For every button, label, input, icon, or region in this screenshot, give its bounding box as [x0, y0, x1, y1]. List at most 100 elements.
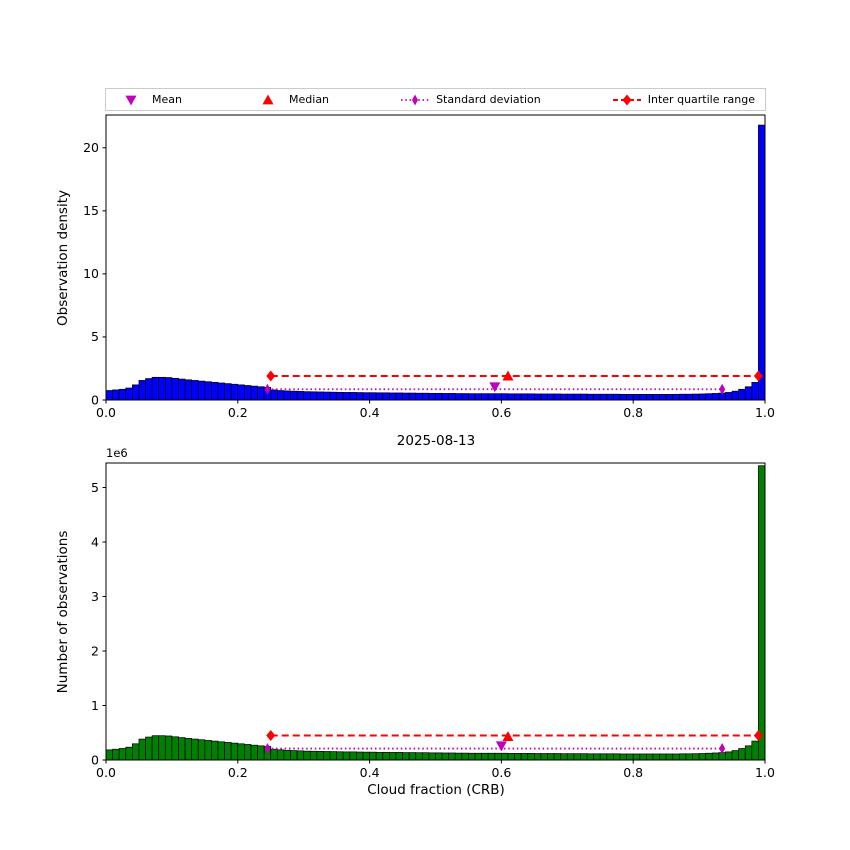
legend-item-standard-deviation: Standard deviation — [400, 93, 541, 107]
subplot-0: 0.0 0.2 0.4 0.6 0.8 1.0 0 5 10 15 20 — [83, 114, 775, 420]
histogram-bar — [395, 752, 403, 761]
y-tick-label: 10 — [83, 266, 99, 281]
median-marker — [502, 370, 514, 381]
x-tick-label: 1.0 — [755, 405, 775, 420]
histogram-bar — [362, 751, 370, 761]
histogram-bar — [125, 387, 133, 401]
histogram-bar — [316, 391, 324, 401]
histogram-bar — [290, 390, 298, 401]
histogram-bar — [244, 385, 252, 401]
std-start-marker — [264, 383, 271, 395]
x-tick-label: 0.2 — [228, 765, 248, 780]
histogram-bar — [632, 753, 641, 761]
histogram-bar — [474, 393, 482, 401]
histogram-bar — [705, 752, 713, 761]
histogram-bar — [171, 377, 179, 401]
histogram-bar — [105, 390, 113, 401]
histogram-bar — [323, 391, 331, 401]
histogram-bar — [151, 376, 160, 401]
histogram-bar — [415, 752, 423, 761]
histogram-bar — [501, 752, 509, 761]
histogram-bar — [487, 393, 496, 401]
std-end-marker — [719, 743, 726, 755]
histogram-bar — [211, 740, 219, 761]
histogram-bar — [646, 393, 654, 401]
histogram-bar — [408, 752, 417, 761]
histogram-bar — [296, 750, 305, 761]
iqr-start-marker — [266, 729, 276, 741]
histogram-bar — [501, 393, 509, 401]
histogram-bar — [606, 393, 614, 401]
histogram-bar — [197, 380, 206, 401]
histogram-bar — [151, 735, 160, 761]
histogram-bar — [270, 389, 278, 401]
histogram-bar — [356, 392, 364, 401]
y-axis-offset-text: 1e6 — [106, 446, 128, 460]
histogram-bar — [257, 745, 265, 761]
histogram-bar — [725, 392, 733, 401]
histogram-bar — [369, 751, 377, 761]
legend-item-inter-quartile-range: Inter quartile range — [612, 93, 755, 107]
histogram-bar — [290, 750, 298, 761]
histogram-bar — [237, 384, 245, 401]
iqr-end-marker — [753, 729, 763, 741]
histogram-bar — [639, 753, 647, 761]
histogram-bar — [632, 393, 641, 401]
histogram-bar — [389, 392, 397, 401]
x-tick-label: 0.6 — [491, 765, 511, 780]
histogram-bar — [118, 388, 127, 401]
histogram-bar — [283, 390, 291, 401]
histogram-bar — [316, 750, 324, 761]
mean-marker — [489, 382, 501, 393]
histogram-bar — [250, 744, 258, 761]
histogram-bar — [441, 752, 450, 761]
histogram-bar — [428, 392, 436, 401]
histogram-bar — [112, 748, 120, 761]
histogram-bar — [639, 393, 647, 401]
histogram-bar — [613, 393, 621, 401]
histogram-bar — [580, 393, 588, 401]
histogram-bar — [342, 392, 351, 401]
histogram-bar — [560, 753, 568, 761]
histogram-bar — [184, 738, 193, 761]
triangle-down-icon — [125, 95, 137, 105]
histogram-bar — [672, 393, 680, 401]
histogram-bar — [382, 392, 390, 401]
histogram-bar — [197, 739, 206, 761]
histogram-bar — [224, 742, 232, 761]
histogram-bar — [382, 751, 390, 761]
histogram-bar — [303, 391, 311, 401]
y-tick-label: 5 — [91, 329, 99, 344]
histogram-bar — [402, 752, 410, 761]
y-tick-label: 20 — [83, 140, 99, 155]
histogram-bar — [533, 753, 542, 761]
histogram-bar — [435, 752, 443, 761]
histogram-bar — [659, 393, 667, 401]
y-tick-label: 15 — [83, 203, 99, 218]
histogram-bar — [375, 751, 384, 761]
std-end-marker — [719, 383, 726, 395]
histogram-bar — [692, 393, 700, 401]
histogram-bar — [184, 379, 193, 401]
x-axis-label: Cloud fraction (CRB) — [367, 782, 505, 798]
histogram-bar — [527, 393, 535, 401]
y-tick-label: 1 — [91, 698, 99, 713]
histogram-bar — [547, 393, 555, 401]
histogram-bar — [533, 393, 542, 401]
histogram-bar — [342, 751, 351, 761]
histogram-bar — [237, 743, 245, 761]
histogram-bar — [751, 382, 759, 401]
histogram-bar — [257, 386, 265, 401]
histogram-bar — [408, 392, 417, 401]
histogram-bar — [744, 386, 753, 401]
x-tick-label: 1.0 — [755, 765, 775, 780]
histogram-bar — [138, 738, 146, 761]
histogram-bar — [698, 753, 707, 761]
histogram-bar — [468, 393, 476, 401]
histogram-bar — [448, 393, 456, 401]
histogram-bar — [336, 751, 344, 761]
histogram-bar — [731, 750, 739, 761]
histogram-bar — [599, 753, 608, 761]
axes-spines — [105, 114, 766, 401]
bottom-y-axis-label: Number of observations — [55, 530, 71, 694]
